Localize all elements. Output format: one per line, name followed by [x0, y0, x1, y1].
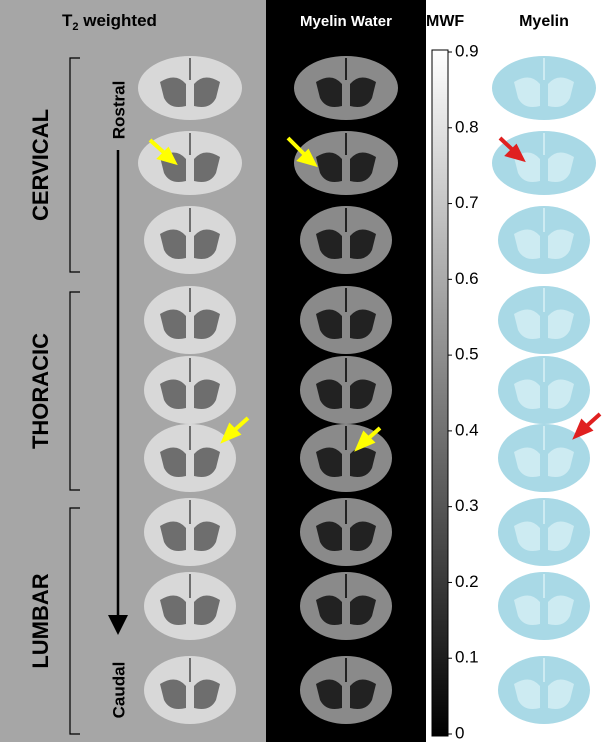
colorbar-tick-label: 0.9 — [455, 41, 479, 60]
slice — [300, 656, 392, 724]
colorbar — [432, 50, 448, 736]
colorbar-tick-label: 0.1 — [455, 648, 479, 667]
myelin-title: Myelin — [519, 13, 569, 30]
colorbar-tick-label: 0.8 — [455, 117, 479, 136]
region-label: THORACIC — [28, 333, 53, 449]
mwf-label: MWF — [426, 13, 464, 30]
figure: T2 weighted Myelin Water MWF Myelin CERV… — [0, 0, 607, 742]
slice — [300, 424, 392, 492]
slice — [300, 572, 392, 640]
slice — [144, 286, 236, 354]
slice — [294, 56, 398, 120]
colorbar-tick-label: 0.3 — [455, 496, 479, 515]
colorbar-tick-label: 0.7 — [455, 193, 479, 212]
slice — [138, 56, 242, 120]
slice — [144, 356, 236, 424]
slice — [300, 206, 392, 274]
rostral-label: Rostral — [109, 81, 128, 140]
caudal-label: Caudal — [109, 662, 128, 719]
slice — [498, 498, 590, 566]
colorbar-tick-label: 0.5 — [455, 345, 479, 364]
slice — [492, 56, 596, 120]
slice — [300, 498, 392, 566]
slice — [498, 572, 590, 640]
colorbar-tick-label: 0 — [455, 723, 464, 742]
colorbar-tick-label: 0.4 — [455, 420, 479, 439]
slice — [498, 356, 590, 424]
slice — [498, 206, 590, 274]
slices — [138, 56, 596, 724]
mwf-title: Myelin Water — [300, 13, 392, 30]
slice — [144, 498, 236, 566]
slice — [498, 656, 590, 724]
slice — [300, 356, 392, 424]
slice — [144, 656, 236, 724]
slice — [300, 286, 392, 354]
slice — [144, 424, 236, 492]
colorbar-tick-label: 0.2 — [455, 572, 479, 591]
slice — [498, 286, 590, 354]
colorbar-tick-label: 0.6 — [455, 269, 479, 288]
region-label: LUMBAR — [28, 573, 53, 668]
slice — [144, 206, 236, 274]
colorbar-ticks: 0 0.1 0.2 0.3 0.4 0.5 0.6 0.7 0.8 0.9 — [448, 41, 479, 742]
slice — [492, 131, 596, 195]
region-label: CERVICAL — [28, 109, 53, 221]
slice — [144, 572, 236, 640]
